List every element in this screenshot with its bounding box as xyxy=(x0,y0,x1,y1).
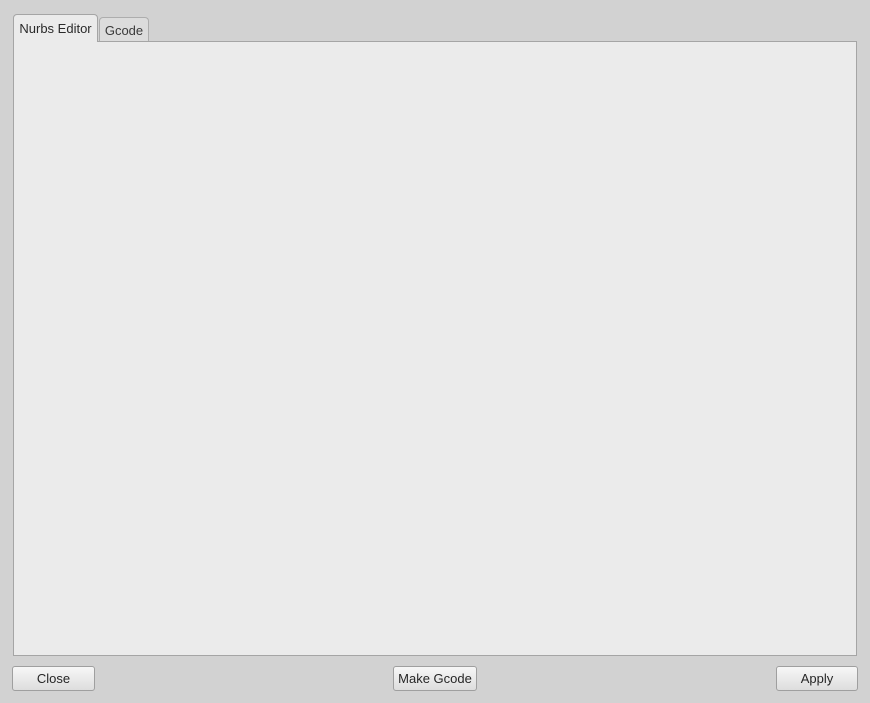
tab-nurbs-editor-label: Nurbs Editor xyxy=(19,21,92,36)
make-gcode-label: Make Gcode xyxy=(398,671,472,686)
apply-label: Apply xyxy=(800,671,834,686)
close-button[interactable]: Close xyxy=(12,666,95,691)
tab-nurbs-editor[interactable]: Nurbs Editor xyxy=(13,14,98,42)
make-gcode-button[interactable]: Make Gcode xyxy=(393,666,477,691)
nurbs-editor-page xyxy=(13,41,857,656)
tab-gcode-label: Gcode xyxy=(104,22,144,38)
close-label: Close xyxy=(36,671,71,686)
tab-gcode[interactable]: Gcode xyxy=(99,17,149,42)
apply-button[interactable]: Apply xyxy=(776,666,858,691)
